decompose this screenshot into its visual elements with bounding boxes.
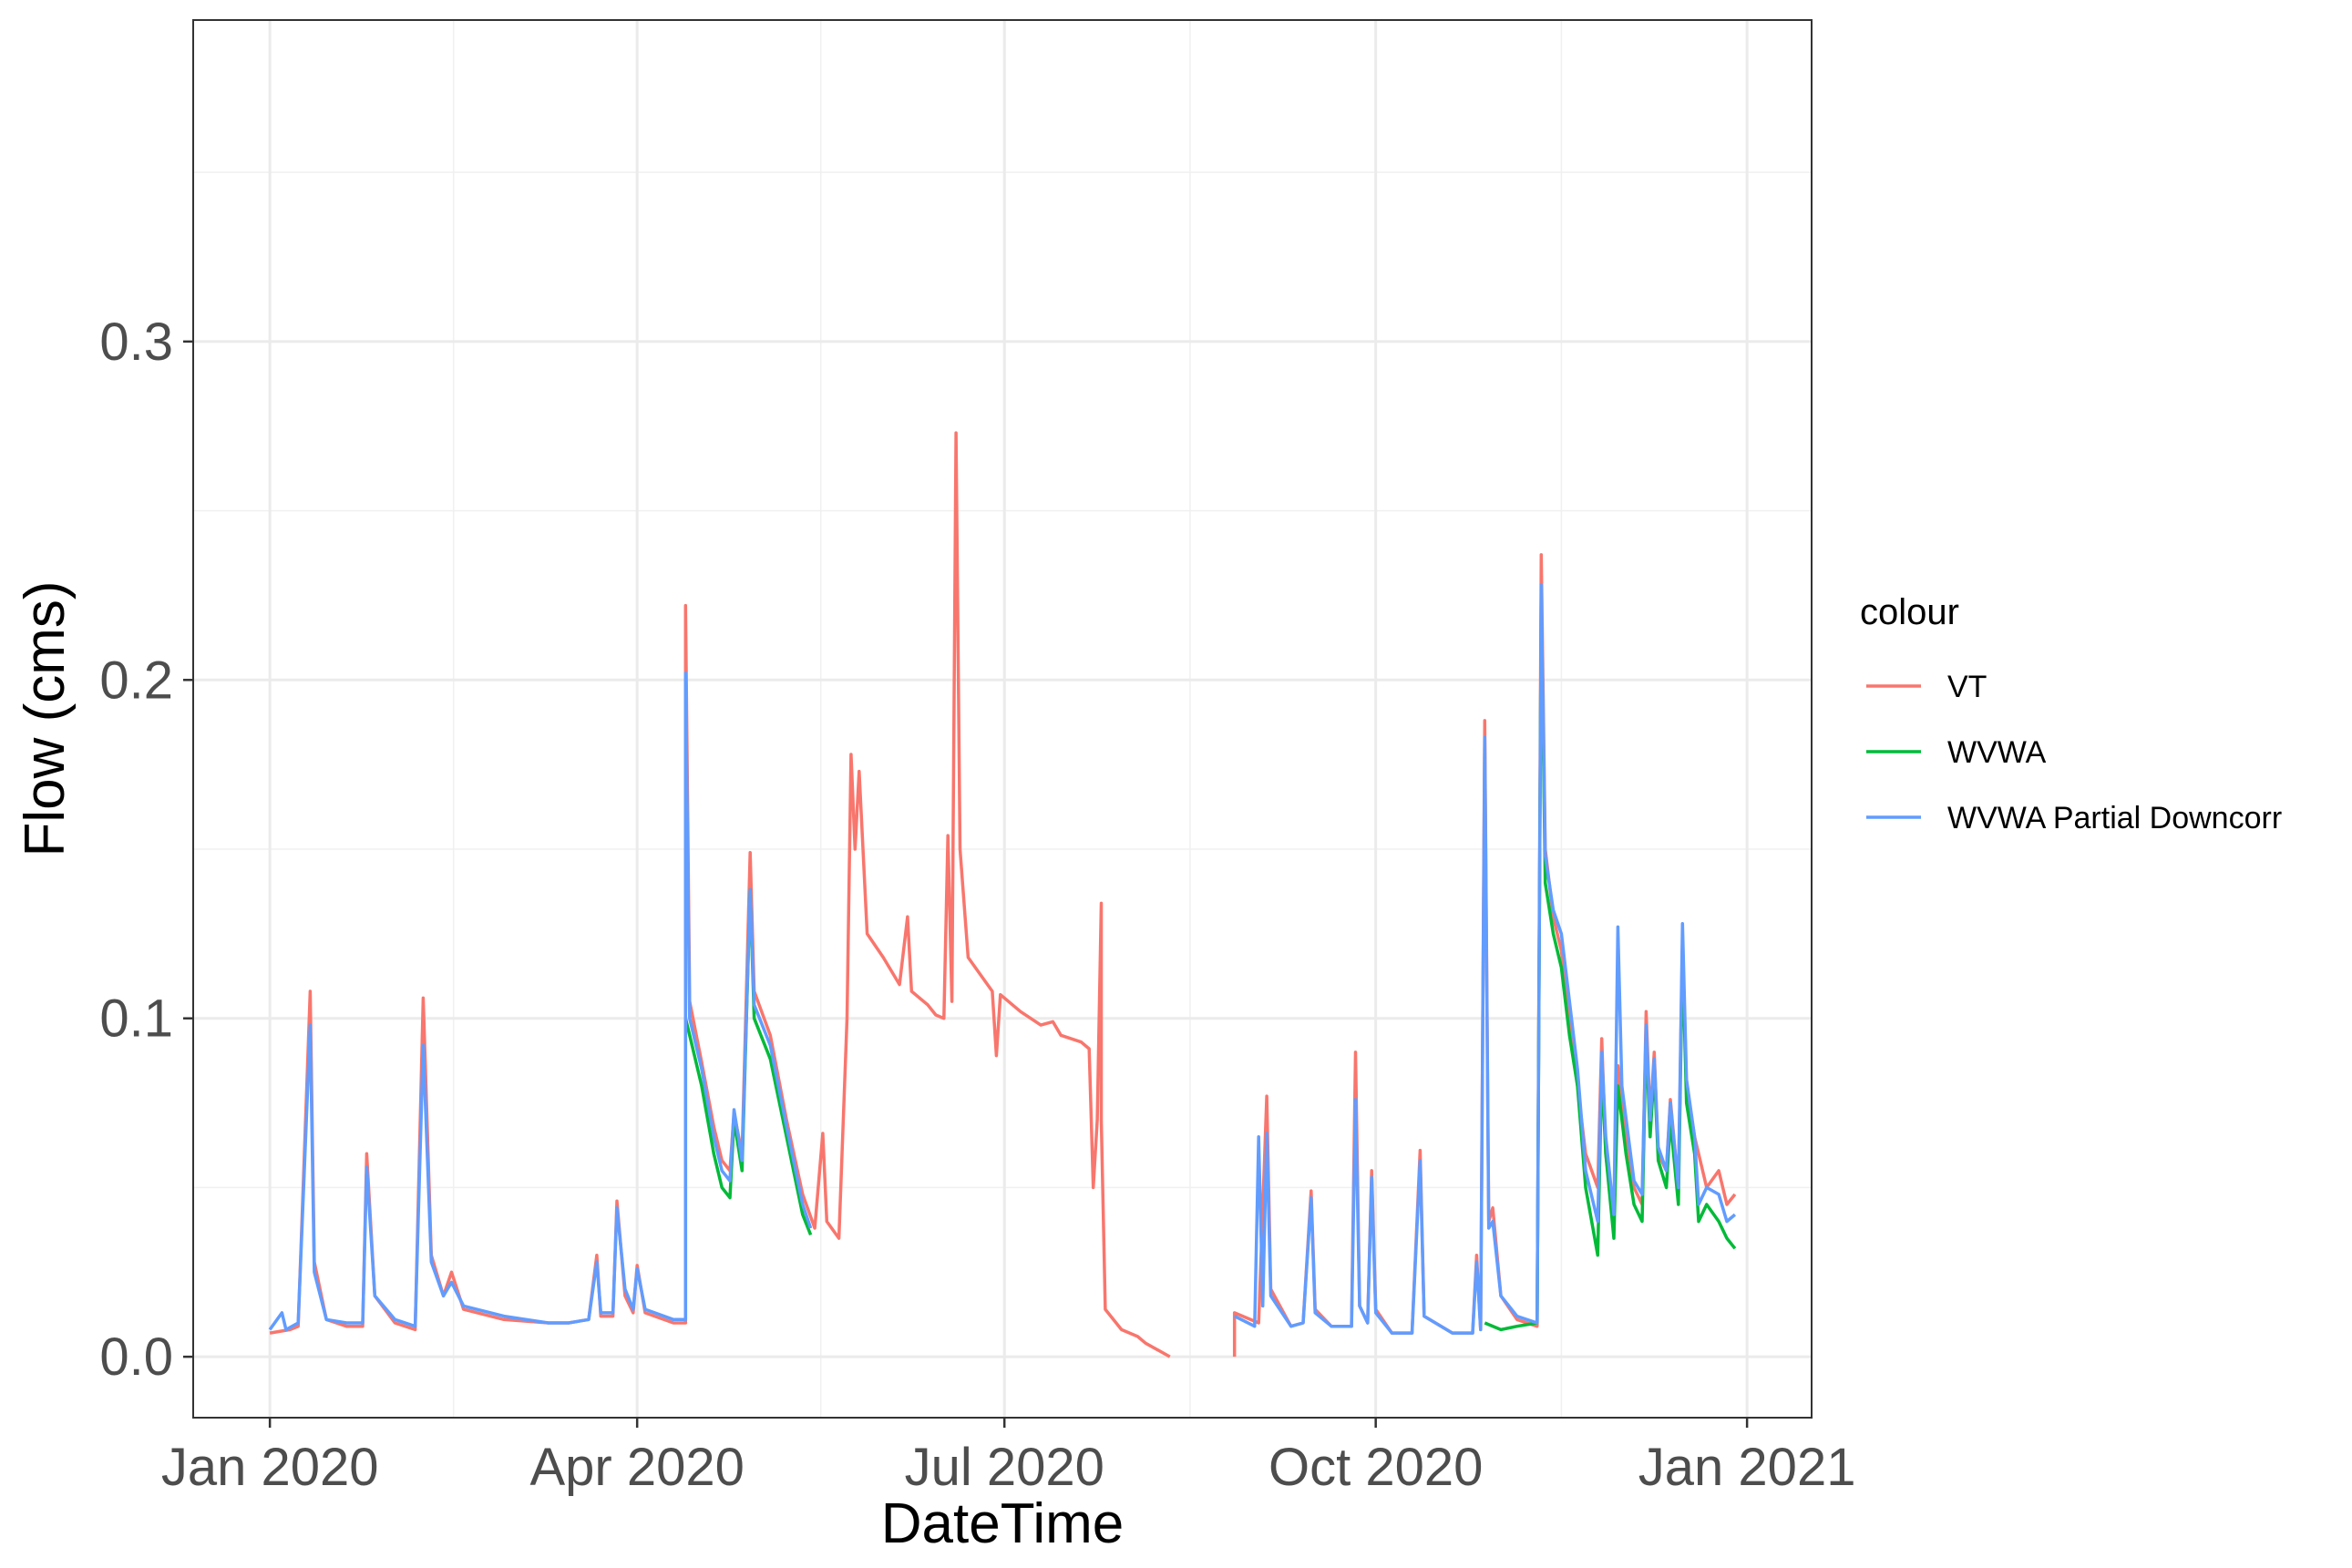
x-tick-label: Jan 2020	[161, 1438, 379, 1497]
series-line	[268, 671, 813, 1332]
y-tick-label: 0.0	[99, 1327, 173, 1387]
series-2	[268, 583, 1737, 1335]
x-tick-label: Jan 2021	[1638, 1438, 1856, 1497]
legend-title: colour	[1860, 592, 1959, 632]
legend-label: WVWA	[1947, 735, 2047, 770]
y-tick-label: 0.3	[99, 313, 173, 372]
x-axis-title: DateTime	[881, 1492, 1124, 1555]
grid-minor	[193, 20, 1812, 1418]
axis-labels: 0.0 0.1 0.2 0.3 Jan 2020 Apr 2020 Jul 2020 Oct …	[99, 313, 1855, 1497]
x-tick-label: Apr 2020	[529, 1438, 744, 1497]
grid-major	[193, 20, 1812, 1418]
y-tick-label: 0.2	[99, 651, 173, 710]
legend-label: VT	[1947, 670, 1987, 704]
y-tick-label: 0.1	[99, 989, 173, 1049]
series-line	[1484, 593, 1737, 1332]
y-axis-title: Flow (cms)	[14, 580, 77, 856]
series-layer	[268, 431, 1737, 1358]
x-tick-label: Jul 2020	[905, 1438, 1104, 1497]
legend: colour VT WVWA WVWA Partial Downcorr	[1860, 592, 2282, 835]
plot-border	[192, 19, 1813, 1419]
axis-ticks	[183, 340, 1749, 1428]
series-line	[1233, 583, 1737, 1335]
x-tick-label: Oct 2020	[1268, 1438, 1483, 1497]
legend-label: WVWA Partial Downcorr	[1947, 801, 2282, 835]
